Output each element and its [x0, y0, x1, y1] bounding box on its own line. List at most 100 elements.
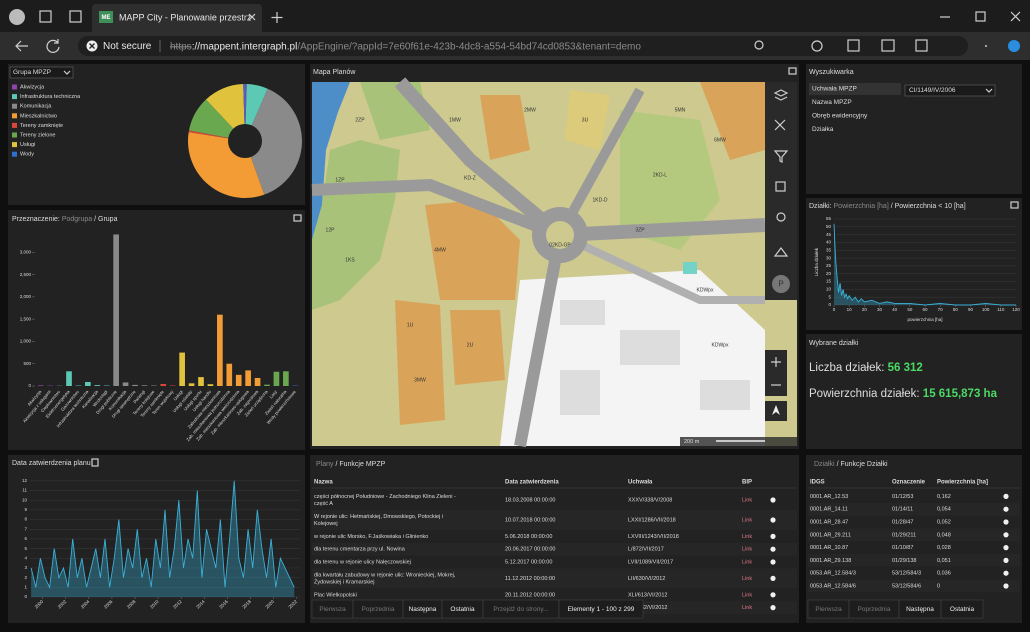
workspaces-icon[interactable] [39, 10, 52, 23]
pager-button[interactable] [940, 599, 984, 619]
row-marker[interactable] [770, 497, 776, 503]
measure-tool[interactable] [774, 119, 786, 131]
row-marker[interactable] [1003, 570, 1009, 576]
collections-icon[interactable] [915, 39, 928, 52]
pie-slice[interactable] [205, 84, 245, 141]
group-dropdown[interactable] [9, 66, 74, 79]
link[interactable]: Link [742, 534, 752, 540]
bar[interactable] [188, 383, 195, 386]
table-row[interactable] [312, 542, 797, 556]
active-tab[interactable] [92, 4, 262, 32]
north-arrow[interactable] [772, 405, 780, 415]
row-marker[interactable] [1003, 557, 1009, 564]
locate-tool[interactable] [776, 212, 786, 222]
link[interactable]: Link [742, 605, 752, 611]
table-row[interactable] [808, 566, 1020, 580]
back-button[interactable] [15, 40, 28, 52]
search-field[interactable]: Nazwa MPZP [812, 99, 852, 106]
link[interactable]: Link [742, 559, 752, 565]
export-tool[interactable] [775, 181, 786, 192]
bar[interactable] [94, 385, 101, 386]
zoom-icon[interactable] [754, 40, 764, 50]
favorite-icon[interactable] [811, 40, 823, 52]
maximize-icon[interactable] [293, 214, 302, 222]
column-header[interactable]: Uchwała [628, 480, 653, 486]
usage-crumb[interactable]: Podgrupa [62, 216, 92, 223]
area-crumb[interactable]: Powierzchnia [ha] [834, 203, 889, 210]
zoom-in[interactable] [771, 357, 781, 367]
table-row[interactable] [808, 490, 1020, 503]
table-row[interactable] [808, 541, 1020, 554]
row-marker[interactable] [1003, 493, 1009, 499]
split-icon[interactable] [881, 39, 895, 52]
column-header[interactable]: IDGS [810, 480, 825, 486]
row-marker[interactable] [770, 517, 776, 523]
table-row[interactable] [312, 490, 797, 510]
pie-slice[interactable] [245, 88, 303, 195]
table-row[interactable] [808, 554, 1020, 567]
menu-icon[interactable] [985, 45, 987, 47]
bar[interactable] [226, 363, 233, 386]
search-field[interactable]: Uchwała MPZP [812, 86, 857, 93]
parcels-crumb[interactable]: Działki [814, 461, 835, 468]
bar[interactable] [283, 371, 289, 386]
column-header[interactable]: BIP [742, 480, 752, 486]
row-marker[interactable] [770, 592, 776, 598]
link[interactable]: Link [742, 592, 752, 598]
bar[interactable] [113, 234, 119, 386]
row-marker[interactable] [1003, 545, 1009, 551]
row-marker[interactable] [770, 605, 776, 611]
search-select[interactable] [904, 84, 996, 97]
row-marker[interactable] [1003, 519, 1009, 525]
bar[interactable] [122, 382, 129, 386]
close-window[interactable] [1010, 11, 1021, 22]
draw-tool[interactable] [773, 247, 789, 257]
tab-actions-icon[interactable] [69, 10, 82, 23]
row-marker[interactable] [770, 533, 776, 540]
table-row[interactable] [808, 515, 1020, 529]
row-marker[interactable] [770, 546, 776, 552]
map-canvas[interactable]: 1MW 2MW 3U KD-Z 1ZP 2KD-L 4MW 1U KDWpx 1KS 5MN 2ZP 2… [311, 77, 797, 448]
maximize[interactable] [975, 11, 986, 22]
column-header[interactable]: Powierzchnia [ha] [937, 480, 988, 486]
link[interactable]: Link [742, 547, 752, 553]
link[interactable]: Link [742, 517, 752, 523]
table-row[interactable] [312, 588, 797, 602]
table-row[interactable] [808, 502, 1020, 516]
column-header[interactable]: Oznaczenie [892, 480, 926, 486]
bar[interactable] [245, 370, 251, 386]
layers-tool[interactable] [773, 89, 789, 101]
table-row[interactable] [312, 510, 797, 530]
plans-crumb[interactable]: Plany [316, 461, 334, 468]
bar[interactable] [160, 383, 167, 386]
bar[interactable] [264, 384, 270, 386]
extensions-icon[interactable] [847, 39, 860, 52]
pie-slice[interactable] [189, 99, 245, 141]
address-bar[interactable] [78, 36, 968, 56]
table-row[interactable] [808, 528, 1020, 542]
profile-icon[interactable] [9, 9, 25, 25]
bar[interactable] [37, 385, 44, 386]
bar[interactable] [132, 384, 138, 386]
link[interactable]: Link [742, 576, 752, 582]
bar[interactable] [217, 314, 223, 386]
table-row[interactable] [312, 555, 797, 569]
new-tab[interactable] [271, 12, 283, 23]
bar[interactable] [198, 377, 204, 386]
maximize-icon[interactable] [1010, 201, 1019, 209]
search-field[interactable]: Działka [812, 126, 834, 133]
row-marker[interactable] [1003, 506, 1009, 512]
bar[interactable] [66, 371, 72, 386]
bar[interactable] [254, 377, 261, 386]
link[interactable]: Link [742, 497, 752, 503]
row-marker[interactable] [770, 575, 776, 582]
search-field[interactable]: Obręb ewidencyjny [812, 113, 868, 120]
pager-button[interactable] [558, 599, 644, 619]
column-header[interactable]: Data zatwierdzenia [505, 480, 559, 486]
bar[interactable] [85, 381, 91, 386]
row-marker[interactable] [1003, 583, 1009, 589]
calendar-icon[interactable] [91, 458, 99, 467]
bar[interactable] [141, 385, 148, 386]
reload-button[interactable] [46, 39, 60, 53]
table-row[interactable] [312, 568, 797, 589]
